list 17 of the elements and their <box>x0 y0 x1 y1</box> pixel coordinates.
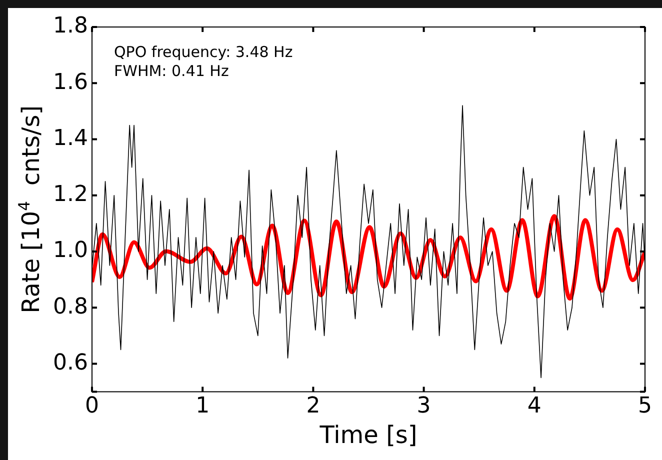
y-tick-label: 1.6 <box>53 70 88 95</box>
x-tick-label: 4 <box>527 394 542 419</box>
x-tick-label: 3 <box>416 394 431 419</box>
x-tick-label: 0 <box>85 394 99 419</box>
annotation: FWHM: 0.41 Hz <box>114 62 229 80</box>
y-tick-label: 0.6 <box>53 350 88 376</box>
y-tick-label: 1.8 <box>53 14 88 39</box>
y-tick-label: 1.0 <box>53 238 88 264</box>
x-axis-title: Time [s] <box>318 420 418 449</box>
y-axis-title: Rate [104 cnts/s] <box>15 105 45 314</box>
annotation: QPO frequency: 3.48 Hz <box>114 43 293 61</box>
y-tick-label: 1.4 <box>53 126 88 151</box>
x-tick-label: 2 <box>306 394 320 419</box>
x-tick-label: 1 <box>196 394 210 419</box>
y-tick-label: 1.2 <box>53 182 88 208</box>
y-tick-label: 0.8 <box>53 294 88 320</box>
x-tick-label: 5 <box>638 394 652 419</box>
